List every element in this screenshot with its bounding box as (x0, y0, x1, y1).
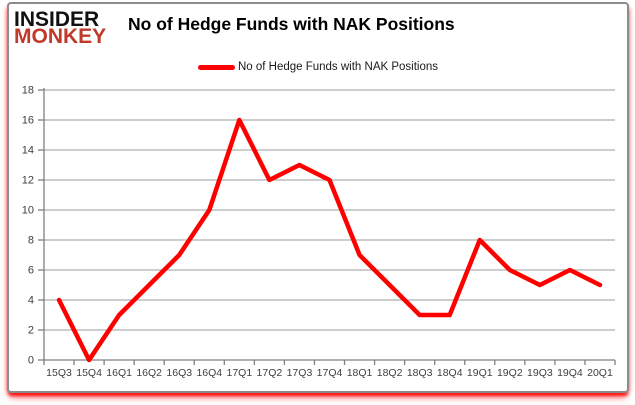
logo-word-insider: INSIDER (14, 8, 100, 31)
x-tick-label: 18Q3 (407, 367, 433, 379)
x-tick-label: 16Q2 (136, 367, 162, 379)
line-chart: 0 2 4 6 8 10 12 14 16 18 15Q3 15Q4 16Q1 16Q2 16Q3 16Q4 1… (22, 85, 616, 379)
y-tick-label: 6 (28, 265, 34, 277)
x-tick-label: 17Q1 (226, 367, 252, 379)
series-line (56, 117, 603, 363)
chart-title: No of Hedge Funds with NAK Positions (128, 14, 455, 34)
legend-line-swatch (197, 64, 235, 70)
x-tick-label: 18Q2 (377, 367, 403, 379)
chart-card: INSIDER MONKEY No of Hedge Funds with NA… (7, 2, 629, 393)
x-tick-label: 17Q2 (257, 367, 283, 379)
x-tick-label: 19Q3 (527, 367, 553, 379)
x-tick-label: 19Q4 (557, 367, 583, 379)
y-tick-label: 0 (28, 355, 34, 367)
x-tick-label: 17Q4 (317, 367, 343, 379)
x-tick-label: 16Q4 (196, 367, 222, 379)
y-tick-label: 4 (28, 295, 34, 307)
y-tick-label: 14 (22, 145, 34, 157)
x-tick-label: 20Q1 (587, 367, 613, 379)
y-tick-label: 16 (22, 115, 34, 127)
legend-label: No of Hedge Funds with NAK Positions (237, 61, 439, 73)
y-tick-label: 10 (22, 205, 34, 217)
insider-monkey-logo: INSIDER MONKEY (14, 8, 107, 48)
x-tick-label: 15Q4 (76, 367, 102, 379)
x-tick-label: 18Q1 (347, 367, 373, 379)
y-tick-label: 18 (22, 85, 34, 97)
y-tick-label: 8 (28, 235, 34, 247)
x-tick-label: 19Q2 (497, 367, 523, 379)
x-tick-label: 16Q1 (106, 367, 132, 379)
x-tick-label: 17Q3 (287, 367, 313, 379)
x-tick-label: 16Q3 (166, 367, 192, 379)
legend: No of Hedge Funds with NAK Positions (9, 61, 627, 73)
x-tick-label: 18Q4 (437, 367, 463, 379)
x-tick-label: 15Q3 (46, 367, 72, 379)
y-tick-label: 2 (28, 325, 34, 337)
logo-word-monkey: MONKEY (14, 25, 107, 48)
y-tick-label: 12 (22, 175, 34, 187)
x-tick-label: 19Q1 (467, 367, 493, 379)
